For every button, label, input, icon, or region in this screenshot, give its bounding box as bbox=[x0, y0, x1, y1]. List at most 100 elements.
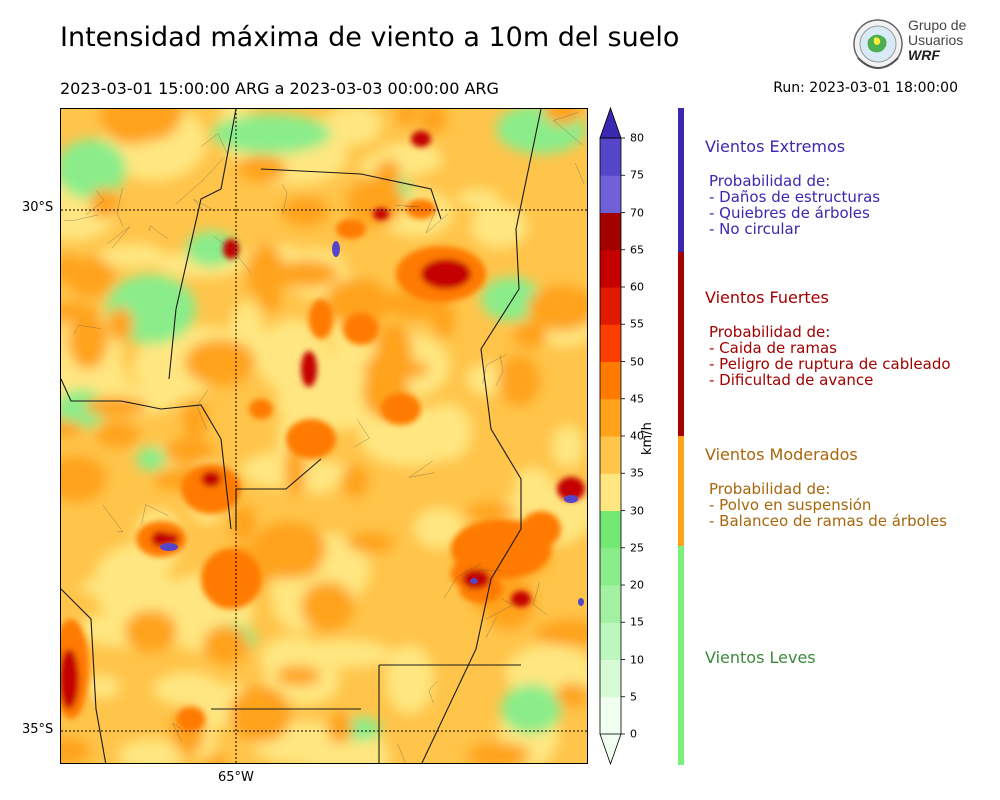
wind-zone-strong bbox=[343, 313, 379, 345]
colorbar-tick-label: 65 bbox=[630, 243, 644, 257]
category-moderados: Vientos Moderados Probabilidad de: - Pol… bbox=[705, 445, 948, 530]
colorbar-segment bbox=[600, 696, 621, 735]
border-line bbox=[61, 378, 232, 530]
wind-zone-moderate bbox=[182, 401, 208, 439]
wind-zone-very-strong bbox=[411, 131, 431, 147]
map-title: Intensidad máxima de viento a 10m del su… bbox=[60, 22, 680, 53]
department-line bbox=[149, 225, 169, 240]
colorbar-tick-label: 0 bbox=[630, 727, 637, 741]
wind-zone-moderate bbox=[124, 610, 177, 653]
wind-zone-weak bbox=[61, 389, 106, 429]
wind-zone-moderate bbox=[341, 464, 369, 498]
category-detail: - Dificultad de avance bbox=[709, 371, 874, 389]
colorbar-tick-label: 5 bbox=[630, 690, 637, 704]
border-line bbox=[421, 109, 542, 763]
category-bar-leves bbox=[678, 546, 684, 765]
category-detail: - No circular bbox=[709, 220, 800, 238]
wind-zone-weak bbox=[186, 231, 236, 267]
department-line bbox=[395, 204, 420, 208]
colorbar-tick-label: 70 bbox=[630, 206, 644, 219]
colorbar-segment bbox=[600, 212, 621, 251]
wind-zone-strong bbox=[521, 511, 561, 547]
forecast-period: 2023-03-01 15:00:00 ARG a 2023-03-03 00:… bbox=[60, 79, 499, 98]
wind-zone-moderate bbox=[100, 109, 163, 145]
wind-zone-strong bbox=[406, 199, 436, 219]
wind-zone-moderate bbox=[237, 155, 287, 182]
colorbar-tick-label: 20 bbox=[630, 578, 644, 592]
wind-zone-moderate bbox=[274, 260, 339, 288]
wind-zone-moderate bbox=[419, 109, 447, 134]
category-detail: - Balanceo de ramas de árboles bbox=[709, 512, 948, 530]
colorbar-segment bbox=[600, 249, 621, 288]
lat-label-35s: 35°S bbox=[22, 722, 54, 737]
wind-zone-moderate bbox=[84, 396, 147, 416]
category-bar-moderados bbox=[678, 436, 684, 546]
border-line bbox=[260, 168, 442, 220]
wind-zone-strong bbox=[381, 393, 421, 425]
category-name: Vientos Moderados bbox=[705, 445, 858, 464]
colorbar-segment bbox=[600, 138, 621, 176]
wind-zone-light bbox=[99, 243, 166, 269]
wind-zone-strong bbox=[309, 299, 333, 339]
category-name: Vientos Extremos bbox=[705, 137, 846, 156]
department-line bbox=[468, 569, 502, 593]
wind-zone-weak bbox=[136, 447, 166, 471]
wind-zone-extreme bbox=[564, 495, 578, 503]
wrf-seal-icon bbox=[853, 19, 903, 70]
colorbar-tick-label: 80 bbox=[630, 131, 644, 145]
category-detail: - Caida de ramas bbox=[709, 339, 837, 357]
wind-zone-moderate bbox=[95, 421, 140, 448]
colorbar-segment bbox=[600, 622, 621, 660]
wind-zone-moderate bbox=[67, 257, 115, 298]
wind-zone-moderate bbox=[327, 711, 353, 744]
wind-zone-strong bbox=[201, 549, 261, 609]
category-detail: - Quiebres de árboles bbox=[709, 204, 870, 222]
colorbar-tick-label: 50 bbox=[630, 355, 644, 368]
department-line bbox=[485, 598, 514, 620]
category-detail: Probabilidad de: bbox=[709, 323, 831, 341]
department-line bbox=[63, 214, 99, 222]
wind-zone-moderate bbox=[346, 532, 395, 553]
department-line bbox=[116, 187, 124, 227]
wind-zone-extreme bbox=[160, 543, 178, 551]
department-line bbox=[397, 743, 406, 763]
wind-zone-moderate bbox=[346, 179, 405, 227]
category-detail: - Peligro de ruptura de cableado bbox=[709, 355, 951, 373]
wind-zone-moderate bbox=[229, 685, 292, 743]
department-line bbox=[533, 581, 547, 615]
wind-zone-very-strong bbox=[223, 239, 239, 259]
colorbar-tick-label: 55 bbox=[630, 317, 644, 331]
department-line bbox=[85, 190, 105, 215]
logo-line-2: Usuarios bbox=[908, 32, 964, 48]
wind-zone-moderate bbox=[324, 278, 391, 328]
colorbar-ticks: 0 5 10 15 20 25 30 35 40 45 50 55 60 65 70 75 80 bbox=[630, 108, 670, 768]
wind-zone-moderate bbox=[543, 109, 582, 126]
department-line bbox=[102, 504, 124, 533]
wind-field-svg bbox=[61, 109, 587, 763]
category-detail: - Daños de estructuras bbox=[709, 188, 881, 206]
border-line bbox=[61, 588, 107, 763]
department-line bbox=[408, 460, 435, 478]
wind-zone-strong bbox=[249, 399, 273, 419]
wind-zone-very-strong bbox=[163, 533, 179, 545]
wind-zone-moderate bbox=[247, 244, 285, 302]
department-line bbox=[553, 112, 583, 145]
department-line bbox=[425, 208, 449, 234]
wind-zone-moderate bbox=[513, 321, 547, 349]
wind-zone-very-strong bbox=[557, 477, 585, 501]
wind-zone-moderate bbox=[255, 558, 319, 579]
department-line bbox=[200, 133, 228, 155]
category-fuertes: Vientos Fuertes Probabilidad de: - Caida… bbox=[705, 288, 951, 389]
colorbar bbox=[599, 106, 625, 766]
colorbar-tick-label: 25 bbox=[630, 541, 644, 555]
department-line bbox=[428, 680, 438, 704]
wind-zone-moderate bbox=[498, 355, 540, 407]
wind-zone-very-strong bbox=[201, 471, 221, 487]
category-name: Vientos Leves bbox=[705, 648, 816, 667]
department-line bbox=[193, 198, 216, 212]
department-line bbox=[282, 184, 288, 215]
category-name: Vientos Fuertes bbox=[705, 288, 829, 307]
wind-zone-moderate bbox=[163, 438, 216, 465]
logo-line-1: Grupo de bbox=[908, 17, 967, 33]
wind-zone-moderate bbox=[90, 188, 119, 219]
